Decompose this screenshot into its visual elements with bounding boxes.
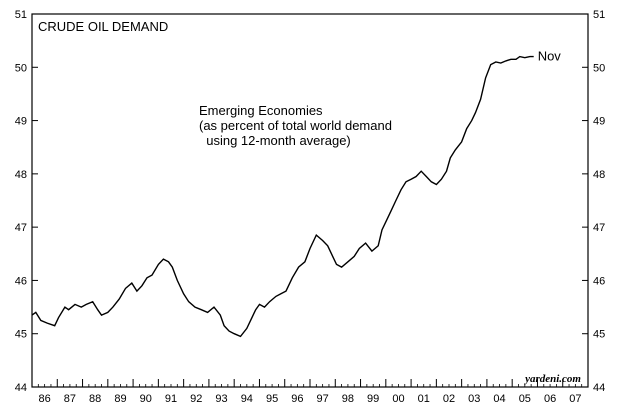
annotation-line-3: using 12-month average) (199, 133, 351, 148)
credit-label: yardeni.com (523, 373, 581, 385)
y-tick-label-right: 51 (593, 9, 605, 21)
y-axis-left: 44 45 46 47 48 49 50 51 (15, 9, 38, 394)
x-tick-label: 87 (64, 393, 76, 405)
x-tick-label: 03 (468, 393, 480, 405)
y-tick-label-right: 46 (593, 275, 605, 287)
x-tick-label: 88 (89, 393, 101, 405)
x-tick-label: 95 (266, 393, 278, 405)
series-line-emerging-economies (31, 55, 534, 338)
y-tick-label-left: 50 (15, 62, 27, 74)
annotation-line-2: (as percent of total world demand (199, 118, 392, 133)
x-tick-label: 04 (493, 393, 505, 405)
y-tick-label-left: 45 (15, 329, 27, 341)
annotation-line-1: Emerging Economies (199, 103, 323, 118)
y-tick-label-right: 44 (593, 382, 605, 394)
y-tick-label-left: 51 (15, 9, 27, 21)
chart-title: CRUDE OIL DEMAND (38, 19, 168, 34)
y-tick-label-left: 44 (15, 382, 27, 394)
y-tick-label-left: 46 (15, 275, 27, 287)
x-tick-label: 07 (569, 393, 581, 405)
y-tick-label-right: 47 (593, 222, 605, 234)
x-tick-label: 97 (317, 393, 329, 405)
y-tick-label-right: 45 (593, 329, 605, 341)
y-tick-label-left: 48 (15, 169, 27, 181)
y-tick-label-left: 47 (15, 222, 27, 234)
x-tick-label: 00 (392, 393, 404, 405)
x-tick-label: 90 (140, 393, 152, 405)
x-tick-label: 02 (443, 393, 455, 405)
x-tick-label: 96 (291, 393, 303, 405)
y-tick-label-left: 49 (15, 116, 27, 128)
x-tick-label: 86 (39, 393, 51, 405)
x-tick-label: 99 (367, 393, 379, 405)
x-tick-label: 91 (165, 393, 177, 405)
end-point-label: Nov (538, 49, 562, 64)
plot-frame (31, 13, 589, 388)
y-tick-label-right: 50 (593, 62, 605, 74)
y-tick-label-right: 48 (593, 169, 605, 181)
x-tick-label: 06 (544, 393, 556, 405)
x-tick-label: 98 (342, 393, 354, 405)
x-tick-label: 94 (241, 393, 253, 405)
x-tick-label: 05 (519, 393, 531, 405)
x-tick-label: 01 (418, 393, 430, 405)
y-axis-right: 44 45 46 47 48 49 50 51 (582, 9, 605, 394)
x-tick-label: 93 (215, 393, 227, 405)
x-tick-label: 89 (114, 393, 126, 405)
x-tick-label: 92 (190, 393, 202, 405)
y-tick-label-right: 49 (593, 116, 605, 128)
x-axis: 86 87 88 89 90 91 92 93 94 95 96 97 98 99 00 01 02 03 04 05… (31, 379, 589, 405)
